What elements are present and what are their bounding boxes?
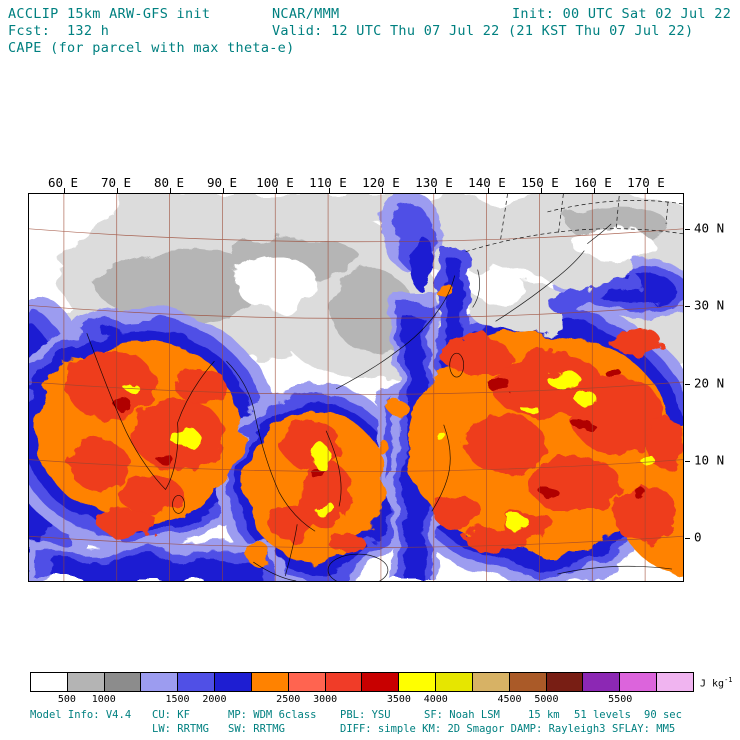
colorbar-units: J kg-1 bbox=[700, 676, 733, 689]
colorbar-segment bbox=[619, 672, 658, 692]
lat-tick-mark bbox=[685, 460, 690, 462]
lat-axis: 40 N 30 N 20 N 10 N 0 bbox=[694, 193, 740, 582]
colorbar-tick-label: 1500 bbox=[165, 694, 190, 705]
lat-tick-label: 10 N bbox=[694, 452, 725, 468]
colorbar-ticklabels: 500 1000 1500 2000 2500 3000 3500 4000 4500 5000 5… bbox=[30, 694, 694, 706]
footer-sf-scheme: SF: Noah LSM bbox=[424, 709, 500, 721]
lon-tick-label: 110 E bbox=[309, 175, 347, 190]
lat-tick-label: 0 bbox=[694, 529, 702, 545]
lat-tick-mark bbox=[685, 383, 690, 385]
lon-tick-mark bbox=[329, 188, 330, 193]
colorbar-segment bbox=[287, 672, 326, 692]
lat-tick-mark bbox=[685, 306, 690, 308]
lon-tick-mark bbox=[117, 188, 118, 193]
colorbar-segment bbox=[398, 672, 437, 692]
init-time: Init: 00 UTC Sat 02 Jul 22 bbox=[512, 6, 732, 22]
lon-tick-label: 120 E bbox=[362, 175, 400, 190]
lon-tick-mark bbox=[594, 188, 595, 193]
lon-tick-label: 160 E bbox=[574, 175, 612, 190]
lon-tick-label: 70 E bbox=[100, 175, 132, 190]
lon-tick-label: 100 E bbox=[256, 175, 294, 190]
lon-tick-label: 90 E bbox=[206, 175, 238, 190]
footer-resolution: 15 km bbox=[528, 709, 560, 721]
lon-tick-mark bbox=[223, 188, 224, 193]
low-cape-gray-regions bbox=[29, 194, 683, 393]
lon-tick-mark bbox=[647, 188, 648, 193]
lat-tick-label: 40 N bbox=[694, 220, 725, 236]
field-title: CAPE (for parcel with max theta-e) bbox=[8, 40, 295, 56]
footer-lw-scheme: LW: RRTMG bbox=[152, 723, 209, 735]
colorbar-tick-label: 1000 bbox=[91, 694, 116, 705]
lon-tick-label: 80 E bbox=[153, 175, 185, 190]
colorbar-tick-label: 2000 bbox=[202, 694, 227, 705]
lon-tick-mark bbox=[64, 188, 65, 193]
colorbar-tick-label: 5000 bbox=[534, 694, 559, 705]
footer-sflay-scheme: SFLAY: MM5 bbox=[612, 723, 676, 735]
org-label: NCAR/MMM bbox=[272, 6, 340, 22]
colorbar-segment bbox=[66, 672, 105, 692]
units-exponent: -1 bbox=[724, 676, 733, 684]
lon-axis: 60 E 70 E 80 E 90 E 100 E 110 E 120 E 130 E 140 … bbox=[28, 171, 684, 190]
lon-tick-mark bbox=[435, 188, 436, 193]
footer-sw-scheme: SW: RRTMG bbox=[228, 723, 285, 735]
footer-timestep: 90 sec bbox=[644, 709, 682, 721]
colorbar-segment bbox=[508, 672, 547, 692]
lat-tick-mark bbox=[685, 538, 690, 539]
colorbar-segments bbox=[30, 672, 694, 692]
lon-tick-label: 150 E bbox=[521, 175, 559, 190]
colorbar-segment bbox=[250, 672, 289, 692]
colorbar-tick-label: 2500 bbox=[276, 694, 301, 705]
forecast-hour: Fcst: 132 h bbox=[8, 23, 110, 39]
lon-tick-mark bbox=[541, 188, 542, 193]
colorbar-segment bbox=[656, 672, 694, 692]
footer-diff-scheme: DIFF: simple KM: 2D Smagor DAMP: Rayleig… bbox=[340, 723, 606, 735]
lat-tick-mark bbox=[685, 229, 690, 230]
lon-tick-label: 130 E bbox=[415, 175, 453, 190]
colorbar-segment bbox=[435, 672, 473, 692]
lon-tick-mark bbox=[382, 188, 383, 193]
footer-model-info: Model Info: V4.4 bbox=[30, 709, 132, 721]
footer-mp-scheme: MP: WDM 6class bbox=[228, 709, 317, 721]
lat-tick-label: 30 N bbox=[694, 297, 725, 313]
colorbar-tick-label: 3000 bbox=[313, 694, 338, 705]
graticule-dashed bbox=[465, 194, 683, 253]
extreme-cape-crimson-patches bbox=[114, 368, 647, 500]
coastlines bbox=[86, 223, 673, 581]
colorbar-segment bbox=[324, 672, 363, 692]
colorbar-segment bbox=[140, 672, 179, 692]
lon-tick-label: 60 E bbox=[47, 175, 79, 190]
colorbar-segment bbox=[545, 672, 584, 692]
valid-time: Valid: 12 UTC Thu 07 Jul 22 (21 KST Thu … bbox=[272, 23, 694, 39]
colorbar-segment bbox=[582, 672, 621, 692]
colorbar-segment bbox=[214, 672, 252, 692]
lon-tick-label: 140 E bbox=[468, 175, 506, 190]
colorbar-tick-label: 4000 bbox=[423, 694, 448, 705]
cape-map bbox=[29, 194, 683, 581]
graticule bbox=[29, 194, 683, 581]
colorbar-tick-label: 500 bbox=[57, 694, 76, 705]
colorbar-segment bbox=[471, 672, 510, 692]
lat-tick-label: 20 N bbox=[694, 375, 725, 390]
footer-pbl-scheme: PBL: YSU bbox=[340, 709, 391, 721]
map-panel bbox=[28, 188, 690, 582]
units-base: J kg bbox=[700, 678, 725, 690]
lon-tick-mark bbox=[276, 188, 277, 193]
colorbar-tick-label: 3500 bbox=[386, 694, 411, 705]
colorbar-segment bbox=[361, 672, 400, 692]
lon-tick-mark bbox=[488, 188, 489, 193]
colorbar-segment bbox=[103, 672, 142, 692]
model-title: ACCLIP 15km ARW-GFS init bbox=[8, 6, 211, 22]
colorbar-segment bbox=[177, 672, 216, 692]
lon-tick-label: 170 E bbox=[627, 175, 665, 190]
lon-tick-mark bbox=[170, 188, 171, 193]
colorbar-segment bbox=[30, 672, 68, 692]
colorbar-tick-label: 4500 bbox=[497, 694, 522, 705]
footer-levels: 51 levels bbox=[574, 709, 631, 721]
colorbar-tick-label: 5500 bbox=[608, 694, 633, 705]
footer-cu-scheme: CU: KF bbox=[152, 709, 190, 721]
